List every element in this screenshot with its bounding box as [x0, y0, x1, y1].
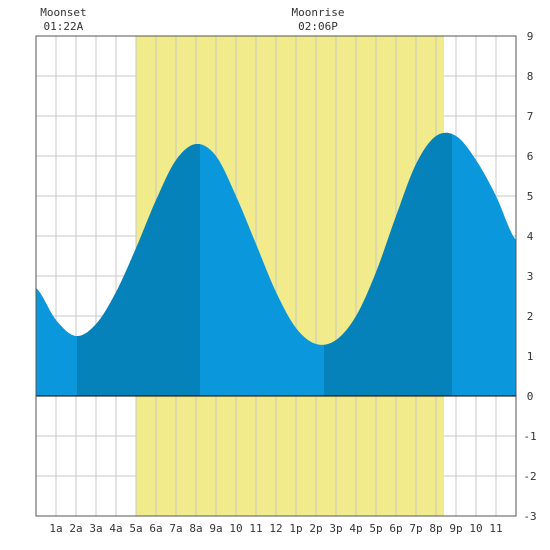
x-tick-label: 9a: [209, 522, 222, 535]
x-tick-label: 5a: [129, 522, 142, 535]
x-tick-label: 9p: [449, 522, 462, 535]
x-tick-label: 3p: [329, 522, 342, 535]
rising-tide-segment: [324, 132, 452, 396]
y-tick-label: 5: [527, 190, 534, 203]
x-tick-label: 7a: [169, 522, 182, 535]
y-axis-tick-labels: -3 -2 -1 0 1 2 3 4 5 6 7 8 9: [523, 30, 536, 523]
y-tick-label: 9: [527, 30, 534, 43]
y-tick-label: 8: [527, 70, 534, 83]
x-tick-label: 4p: [349, 522, 362, 535]
x-tick-label: 5p: [369, 522, 382, 535]
y-tick-label: 0: [527, 390, 534, 403]
x-tick-label: 6p: [389, 522, 402, 535]
x-tick-label: 7p: [409, 522, 422, 535]
x-tick-label: 8a: [189, 522, 202, 535]
x-tick-label: 2p: [309, 522, 322, 535]
y-tick-label: 3: [527, 270, 534, 283]
x-tick-label: 1p: [289, 522, 302, 535]
y-tick-label: 4: [527, 230, 534, 243]
x-tick-label: 11: [489, 522, 502, 535]
y-tick-label: 1: [527, 350, 534, 363]
x-tick-label: 2a: [69, 522, 82, 535]
rising-tide-segment: [77, 143, 200, 396]
moon-event-time: 01:22A: [44, 20, 84, 33]
x-tick-label: 6a: [149, 522, 162, 535]
x-tick-label: 8p: [429, 522, 442, 535]
x-tick-label: 10: [229, 522, 242, 535]
tide-area: [36, 132, 516, 396]
y-tick-label: -1: [523, 430, 536, 443]
falling-tide-segment: [452, 134, 516, 396]
x-tick-label: 4a: [109, 522, 122, 535]
moon-event-time: 02:06P: [298, 20, 338, 33]
y-tick-label: 2: [527, 310, 534, 323]
falling-tide-segment: [36, 288, 77, 396]
y-tick-label: -2: [523, 470, 536, 483]
moon-event-label: Moonset: [40, 6, 86, 19]
plot-border: [35, 35, 517, 517]
x-tick-label: 10: [469, 522, 482, 535]
y-tick-label: 6: [527, 150, 534, 163]
x-tick-label: 11: [249, 522, 262, 535]
x-tick-label: 3a: [89, 522, 102, 535]
moon-event-label: Moonrise: [292, 6, 345, 19]
x-tick-label: 12: [269, 522, 282, 535]
x-tick-label: 1a: [49, 522, 62, 535]
y-tick-label: -3: [523, 510, 536, 523]
x-axis-tick-labels: 1a 2a 3a 4a 5a 6a 7a 8a 9a 10 11 12 1p 2p 3p 4p 5p 6p 7p 8p…: [49, 522, 502, 535]
y-tick-label: 7: [527, 110, 534, 123]
falling-tide-segment: [200, 144, 324, 396]
